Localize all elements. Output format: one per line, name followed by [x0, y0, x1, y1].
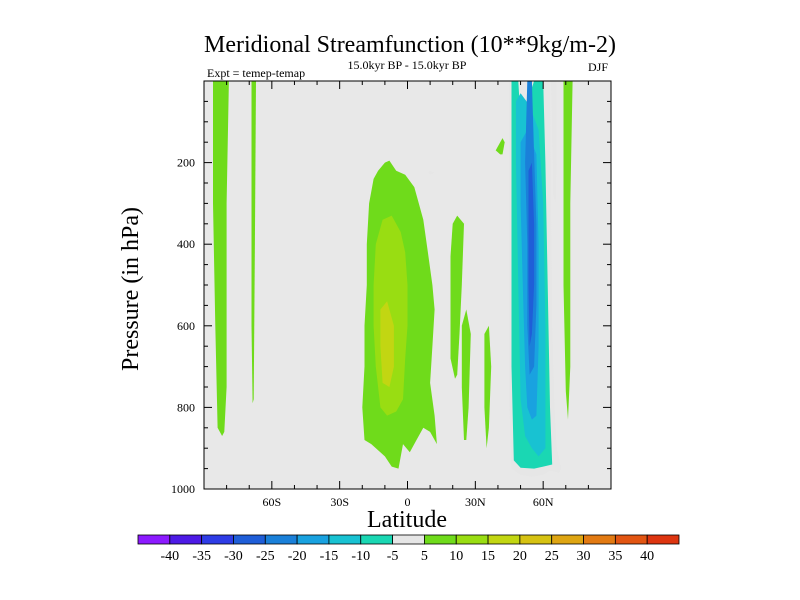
colorbar-swatch	[360, 534, 393, 545]
colorbar-swatch	[519, 534, 553, 545]
y-tick-label: 600	[177, 319, 195, 333]
colorbar-label: -40	[160, 549, 179, 564]
x-axis-label: Latitude	[367, 507, 447, 533]
contour-fills	[213, 81, 573, 477]
colorbar-label: -5	[387, 549, 399, 564]
colorbar-label: 30	[577, 549, 591, 564]
chart-title: Meridional Streamfunction (10**9kg/m-2)	[204, 32, 616, 58]
season-label: DJF	[588, 60, 608, 74]
colorbar-swatch	[201, 534, 234, 545]
colorbar-swatch	[264, 534, 298, 545]
colorbar-swatch	[233, 534, 266, 545]
colorbar-swatch	[583, 534, 616, 545]
plot-area: 60S 30S 0 30N 60N 200 400 600 800 1000	[171, 80, 612, 509]
colorbar-label: 20	[513, 549, 527, 564]
colorbar: -40 -35 -30 -25 -20 -15 -10 -5 5 10 15 20 25 30 35 40	[137, 534, 680, 564]
colorbar-swatch	[328, 534, 362, 545]
colorbar-label: -15	[320, 549, 339, 564]
colorbar-swatch	[424, 534, 457, 545]
experiment-label: Expt = temep-temap	[207, 66, 305, 80]
colorbar-swatch	[551, 534, 584, 545]
colorbar-swatch	[455, 534, 489, 545]
y-axis-label: Pressure (in hPa)	[118, 207, 144, 371]
x-tick-label: 30N	[465, 495, 486, 509]
colorbar-label: -10	[351, 549, 370, 564]
x-tick-label: 60S	[262, 495, 281, 509]
contour-region	[461, 309, 471, 440]
colorbar-swatch	[646, 534, 680, 545]
axis-ticks: 60S 30S 0 30N 60N 200 400 600 800 1000	[171, 81, 611, 509]
colorbar-swatch	[137, 534, 171, 545]
colorbar-label: 5	[421, 549, 428, 564]
contour-region	[380, 301, 394, 387]
contour-region	[450, 215, 464, 379]
colorbar-swatch	[487, 534, 521, 545]
colorbar-label: 25	[545, 549, 559, 564]
colorbar-label: -35	[192, 549, 211, 564]
x-tick-label: 60N	[533, 495, 554, 509]
colorbar-label: 35	[608, 549, 622, 564]
colorbar-swatch	[392, 534, 425, 545]
colorbar-label: -30	[224, 549, 243, 564]
y-tick-label: 200	[177, 156, 195, 170]
y-tick-label: 800	[177, 400, 195, 414]
colorbar-label: 15	[481, 549, 495, 564]
contour-region	[495, 138, 505, 155]
colorbar-label: -20	[288, 549, 307, 564]
colorbar-label: 10	[449, 549, 463, 564]
x-tick-label: 30S	[330, 495, 349, 509]
y-tick-label: 400	[177, 237, 195, 251]
contour-region	[551, 81, 557, 204]
colorbar-swatch	[169, 534, 203, 545]
period-label: 15.0kyr BP - 15.0kyr BP	[348, 58, 467, 72]
contour-region	[251, 81, 256, 404]
contour-region	[427, 170, 435, 175]
contour-region	[484, 325, 492, 449]
contour-region	[563, 81, 573, 420]
colorbar-swatch	[296, 534, 330, 545]
colorbar-label: -25	[256, 549, 275, 564]
colorbar-label: 40	[640, 549, 654, 564]
colorbar-swatch	[614, 534, 648, 545]
contour-region	[213, 81, 229, 436]
y-tick-label: 1000	[171, 482, 195, 496]
contour-region	[528, 162, 535, 347]
x-tick-label: 0	[405, 495, 411, 509]
